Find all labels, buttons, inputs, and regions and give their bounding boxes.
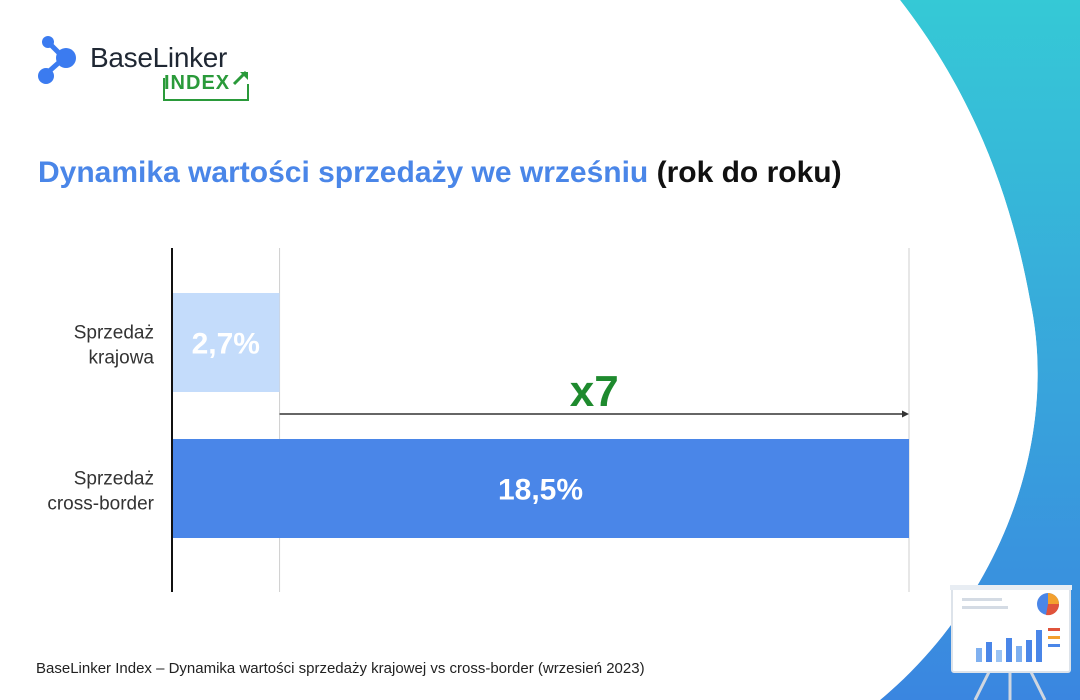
baselinker-logo-icon [38,36,76,84]
bar-chart: 2,7% Sprzedaż krajowa 18,5% Sprzedaż cross-bo… [47,248,910,592]
category-label-1-0: Sprzedaż [74,469,154,490]
title-main: Dynamika wartości sprzedaży we wrześniu [38,156,649,189]
bar-value-label-0: 2,7% [192,328,260,361]
index-badge-frame [163,70,249,101]
chart-title: Dynamika wartości sprzedaży we wrześniu … [38,156,842,190]
title-suffix: (rok do roku) [656,156,842,189]
annotation-arrow-head [902,410,909,418]
brand-logo: BaseLinker INDEX [36,34,266,104]
brand-index-label: INDEX [164,72,231,94]
footer-caption: BaseLinker Index – Dynamika wartości spr… [36,660,645,677]
category-label-0-1: krajowa [89,348,155,369]
category-label-1-1: cross-border [47,494,154,515]
category-label-0-0: Sprzedaż [74,323,154,344]
bar-0 [172,293,280,392]
brand-name: BaseLinker [90,42,228,73]
bar-1 [172,439,909,538]
bar-value-label-1: 18,5% [498,474,583,507]
annotation-multiplier-label: x7 [570,367,619,416]
teal-arc [880,0,1080,700]
chart-easel-illustration [950,585,1072,700]
